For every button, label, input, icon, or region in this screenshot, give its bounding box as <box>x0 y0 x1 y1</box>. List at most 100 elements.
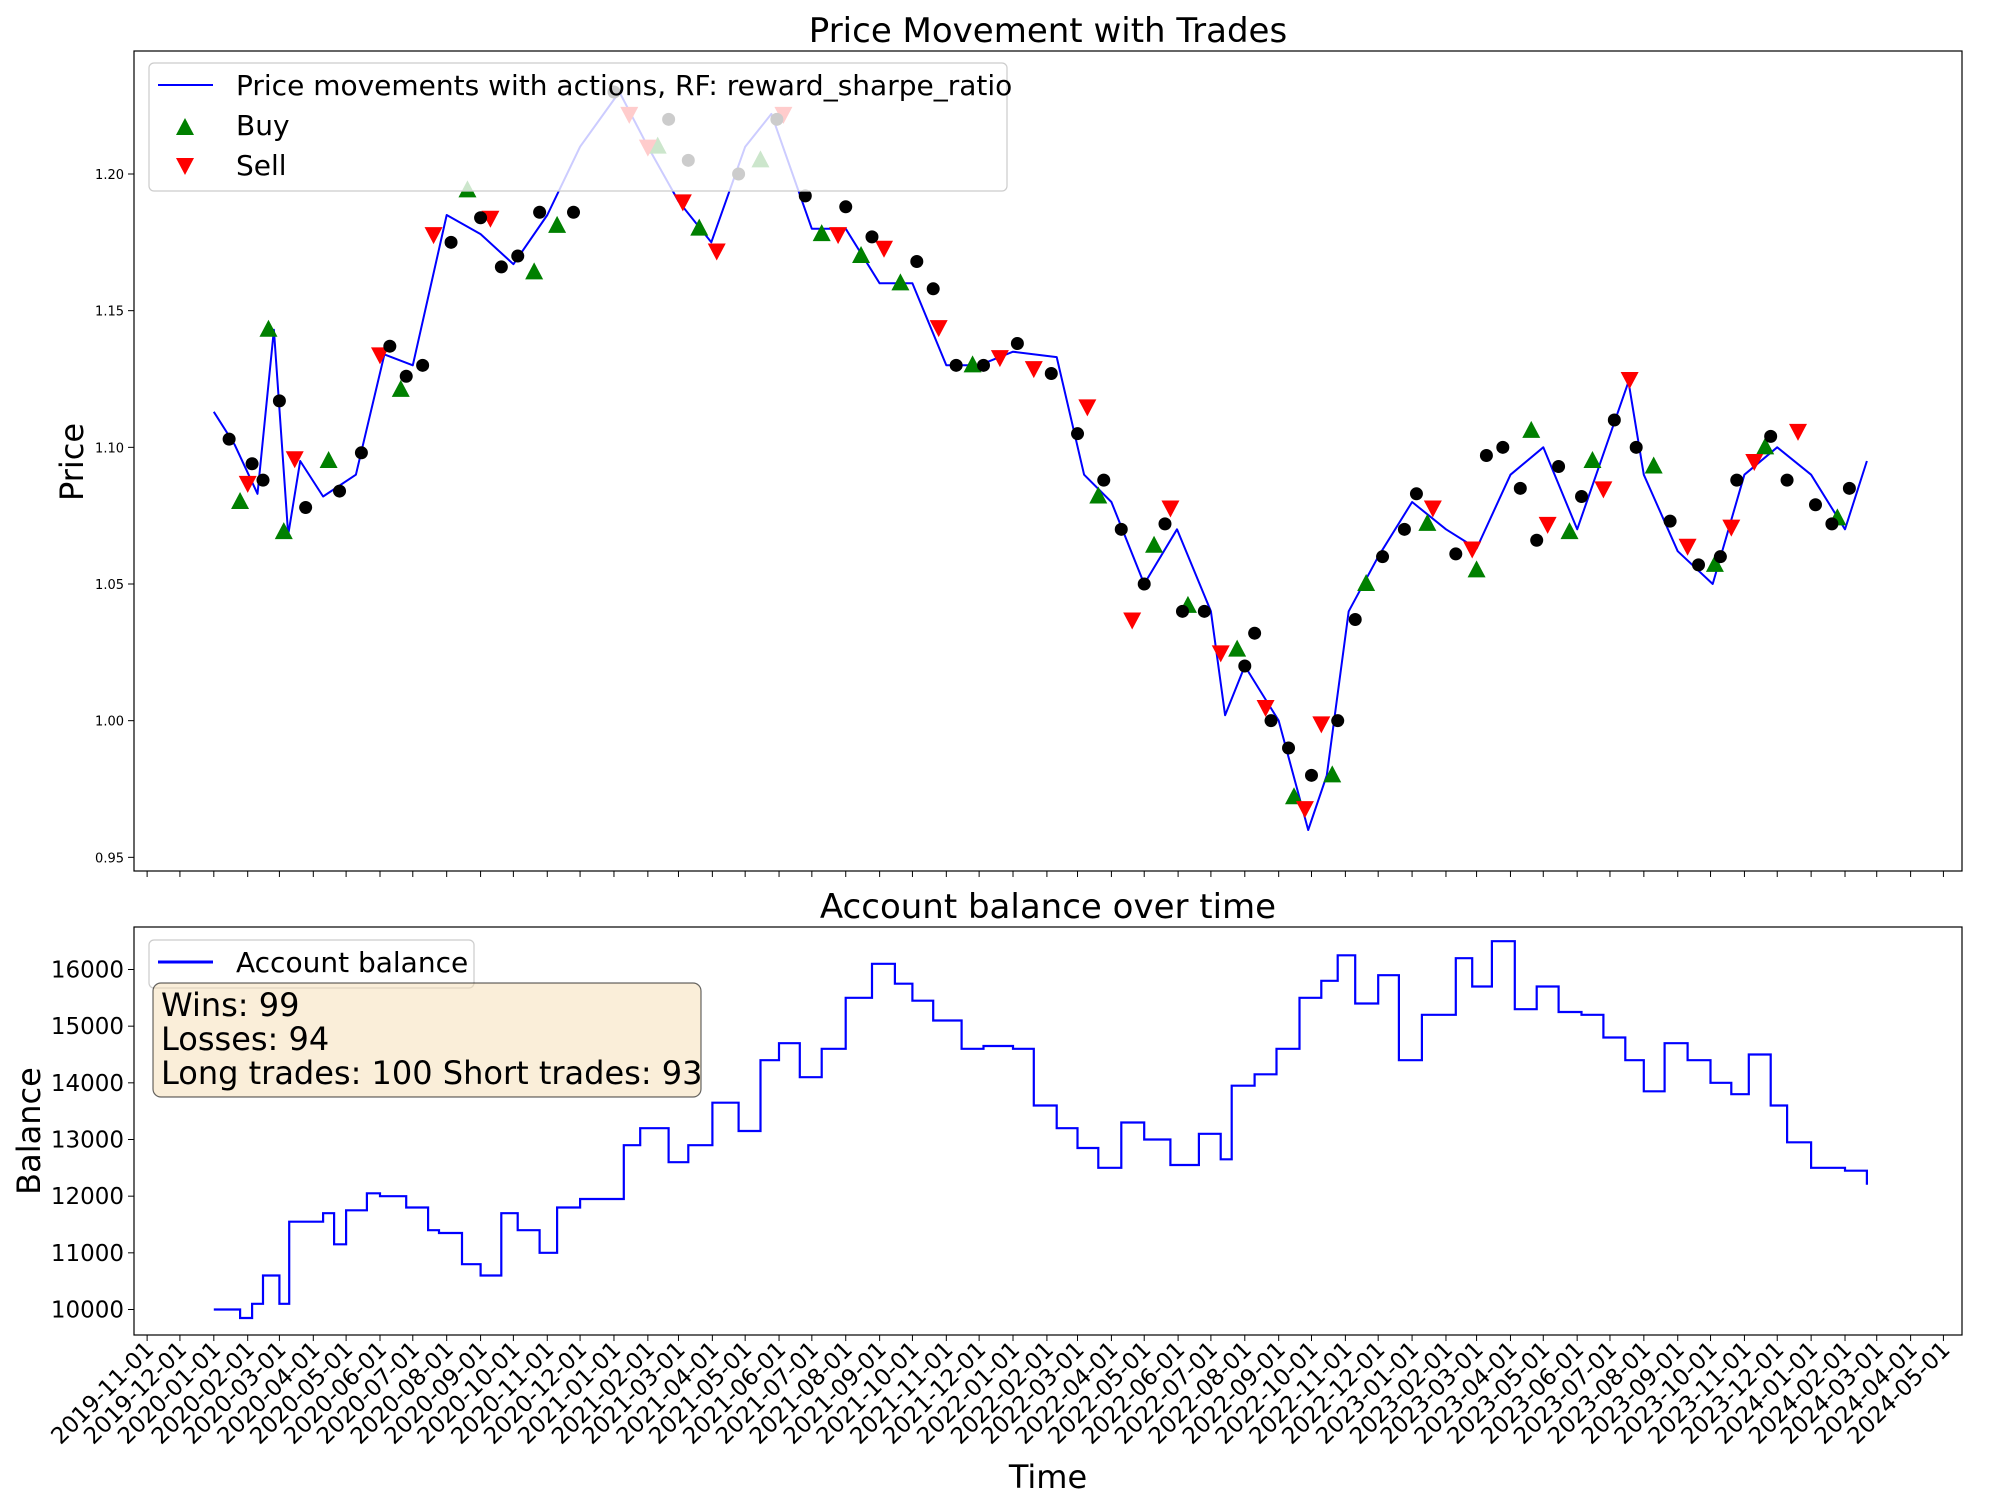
buy-marker <box>319 451 338 468</box>
buy-marker <box>1418 513 1437 531</box>
exit-marker <box>1479 449 1493 463</box>
exit-marker <box>416 358 430 372</box>
buy-marker <box>1522 420 1541 438</box>
exit-marker <box>926 282 940 296</box>
price-line <box>212 91 1868 831</box>
buy-marker <box>891 273 910 291</box>
buy-marker <box>852 246 871 263</box>
sell-marker <box>285 451 304 469</box>
balance-y-tick-label: 16000 <box>51 958 124 984</box>
exit-marker <box>1348 613 1362 627</box>
exit-marker <box>1825 517 1839 531</box>
buy-marker <box>259 319 278 337</box>
buy-marker <box>690 218 709 236</box>
balance-y-tick-label: 11000 <box>51 1241 124 1267</box>
price-legend: Price movements with actions, RF: reward… <box>148 62 1012 192</box>
sell-marker <box>1423 500 1442 518</box>
exit-marker <box>272 394 286 408</box>
buy-marker <box>1323 765 1342 783</box>
buy-marker <box>1583 451 1602 468</box>
exit-marker <box>1513 481 1527 495</box>
exit-marker <box>1409 487 1423 501</box>
exit-marker <box>1282 741 1296 755</box>
buy-marker <box>1705 554 1724 572</box>
buy-marker <box>1756 437 1775 455</box>
exit-marker <box>1114 522 1128 536</box>
exit-marker <box>567 205 581 219</box>
exit-marker <box>1331 714 1345 728</box>
balance-y-ticks: 10000 11000 12000 13000 14000 15000 16000 <box>51 958 134 1324</box>
exit-marker <box>1629 440 1643 454</box>
sell-marker <box>1620 372 1639 389</box>
exit-marker <box>1575 490 1589 504</box>
buy-marker <box>963 355 982 373</box>
exit-marker <box>1248 626 1262 640</box>
buy-marker <box>525 262 544 280</box>
exit-marker <box>1137 577 1151 591</box>
balance-chart-title: Account balance over time <box>820 887 1276 927</box>
buy-marker <box>274 522 293 540</box>
legend-line-label: Price movements with actions, RF: reward… <box>236 69 1012 102</box>
exit-marker <box>1376 550 1390 564</box>
legend-balance-label: Account balance <box>236 946 468 979</box>
buy-marker <box>1467 560 1486 578</box>
exit-marker <box>1071 427 1085 441</box>
exit-marker <box>1607 413 1621 427</box>
sell-marker <box>424 227 443 245</box>
stats-losses: Losses: 94 <box>161 1020 329 1058</box>
sell-marker <box>238 475 257 493</box>
price-plot-frame <box>133 50 1963 872</box>
stats-wins: Wins: 99 <box>161 986 299 1024</box>
sell-marker <box>1463 541 1482 559</box>
exit-marker <box>1044 367 1058 381</box>
legend-buy-marker <box>176 118 194 135</box>
price-y-axis-label: Price <box>53 423 91 501</box>
sell-marker <box>1678 538 1697 556</box>
sell-marker <box>1312 716 1331 734</box>
sell-marker <box>1123 612 1142 630</box>
balance-y-tick-label: 12000 <box>51 1184 124 1210</box>
exit-marker <box>839 200 853 214</box>
sell-marker <box>875 240 894 258</box>
price-y-tick-label: 0.95 <box>95 851 124 866</box>
balance-y-axis-label: Balance <box>10 1067 48 1195</box>
buy-marker <box>1089 486 1108 504</box>
exit-marker <box>494 260 508 274</box>
balance-line <box>213 940 1868 1320</box>
sell-marker <box>1722 519 1741 537</box>
buy-marker <box>231 492 250 509</box>
balance-data <box>213 940 1868 1320</box>
exit-marker <box>1530 533 1544 547</box>
balance-x-axis-label: Time <box>1008 1458 1087 1496</box>
legend-buy-label: Buy <box>236 109 290 142</box>
buy-marker <box>1145 535 1164 553</box>
sell-marker <box>1745 454 1764 471</box>
exit-marker <box>1397 522 1411 536</box>
exit-marker <box>1449 547 1463 561</box>
balance-x-ticks: 2019-11-012019-12-012020-01-012020-02-01… <box>46 1335 1956 1450</box>
balance-y-tick-label: 13000 <box>51 1128 124 1154</box>
sell-marker <box>1789 423 1808 441</box>
buy-marker <box>1357 574 1376 591</box>
exit-marker <box>1764 429 1778 443</box>
sell-marker <box>990 350 1009 368</box>
balance-plot-frame <box>133 926 1963 1336</box>
price-y-tick-label: 1.05 <box>95 578 124 593</box>
exit-marker <box>383 339 397 353</box>
exit-marker <box>976 358 990 372</box>
exit-marker <box>245 457 259 471</box>
sell-marker <box>1161 500 1180 518</box>
price-y-ticks: 0.95 1.00 1.05 1.10 1.15 1.20 <box>95 168 134 866</box>
balance-y-tick-label: 15000 <box>51 1014 124 1040</box>
exit-marker <box>1808 498 1822 512</box>
balance-chart: Account balance over time Balance Time 1… <box>10 887 1963 1496</box>
exit-marker <box>1010 336 1024 350</box>
exit-marker <box>1238 659 1252 673</box>
balance-y-tick-label: 14000 <box>51 1071 124 1097</box>
exit-marker <box>399 369 413 383</box>
buy-marker <box>391 379 410 397</box>
price-chart: Price Movement with Trades Price 0.95 1.0… <box>53 11 1963 877</box>
buy-marker <box>1284 787 1303 805</box>
sell-marker <box>1538 516 1557 534</box>
exit-marker <box>474 211 488 225</box>
